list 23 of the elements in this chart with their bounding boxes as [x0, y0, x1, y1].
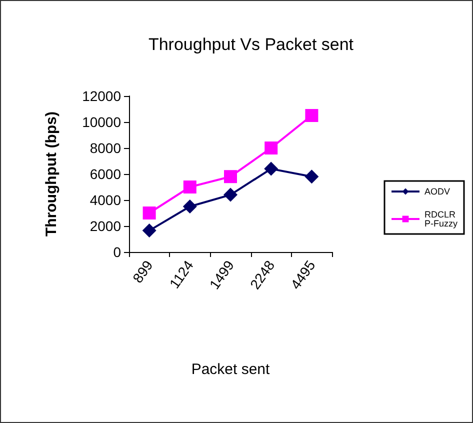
- y-tick-label: 10000: [82, 114, 122, 130]
- point: [264, 142, 278, 154]
- point: [224, 170, 237, 184]
- y-tick-label: 2000: [90, 218, 122, 234]
- chart-title: Throughput Vs Packet sent: [148, 35, 354, 54]
- point: [305, 109, 318, 122]
- x-axis-title: Packet sent: [191, 361, 271, 378]
- y-tick-label: 8000: [90, 140, 122, 156]
- y-tick-label: 4000: [90, 192, 122, 208]
- y-tick-label: 12000: [82, 88, 122, 104]
- point: [183, 180, 196, 194]
- point: [304, 170, 319, 184]
- legend-label: RDCLR P-Fuzzy: [424, 210, 458, 228]
- point: [182, 200, 197, 214]
- y-tick-label: 0: [113, 244, 122, 260]
- x-tick-label: 899: [129, 257, 156, 286]
- point: [264, 162, 278, 176]
- point: [142, 224, 156, 238]
- point: [142, 206, 156, 220]
- point: [224, 188, 238, 202]
- legend-label: AODV: [424, 186, 450, 196]
- y-axis-title: Throughput (bps): [43, 112, 60, 236]
- y-tick-label: 6000: [90, 166, 122, 182]
